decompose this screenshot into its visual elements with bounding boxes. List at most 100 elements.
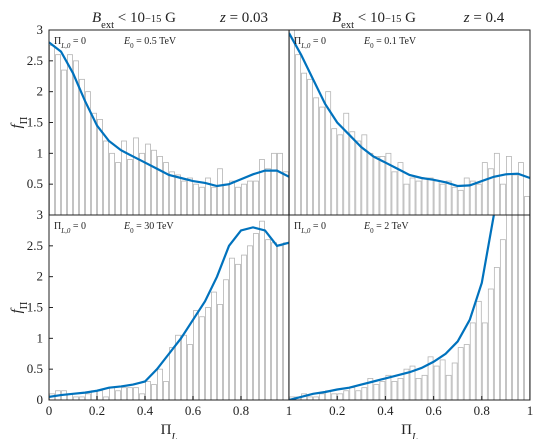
- annotation: E0 = 0.1 TeV: [363, 36, 417, 50]
- bar: [283, 242, 289, 400]
- x-axis-label: ΠL: [161, 422, 178, 439]
- bar: [61, 69, 67, 215]
- bar: [211, 291, 217, 400]
- x-tick-label: 0.6: [185, 403, 202, 418]
- annotation: ΠL,0 = 0: [294, 36, 326, 50]
- bar: [355, 390, 362, 400]
- bar: [115, 162, 121, 215]
- bar: [217, 304, 223, 400]
- bar: [313, 97, 320, 215]
- bar: [199, 186, 205, 215]
- bar: [157, 156, 163, 215]
- bar: [253, 180, 259, 215]
- bar: [475, 300, 482, 400]
- bar: [505, 156, 512, 215]
- text-part: G: [401, 10, 416, 26]
- text-part: Π: [401, 422, 412, 438]
- text-part: −15: [385, 14, 401, 25]
- annotation: ΠL,0 = 0: [54, 36, 86, 50]
- bar: [355, 140, 362, 215]
- x-axis-label: ΠL: [401, 422, 418, 439]
- bar: [169, 347, 175, 400]
- text-part: Π: [294, 36, 301, 47]
- x-tick-label: 1: [527, 403, 534, 418]
- curve: [49, 41, 289, 188]
- bar: [421, 374, 428, 400]
- y-tick-label: 1.5: [27, 300, 43, 315]
- x-tick-label: 0.4: [137, 403, 154, 418]
- bar: [505, 215, 512, 400]
- bar: [524, 215, 530, 400]
- text-part: L,0: [300, 227, 311, 235]
- text-part: = 0: [70, 221, 86, 232]
- bar: [469, 180, 476, 215]
- bar: [133, 137, 139, 215]
- bar: [277, 152, 283, 215]
- bar: [481, 162, 488, 215]
- bar: [457, 347, 464, 400]
- x-tick-label: 0.8: [474, 403, 490, 418]
- bar: [524, 196, 530, 215]
- chart-title: Bext < 10−15 G: [332, 10, 416, 31]
- curve: [289, 32, 530, 188]
- text-part: < 10: [354, 10, 385, 26]
- bar: [139, 393, 145, 400]
- text-part: 0: [370, 227, 374, 235]
- bar: [247, 245, 253, 400]
- bar: [325, 91, 332, 215]
- bar: [67, 54, 73, 215]
- bar: [451, 186, 458, 215]
- plot-area: [289, 30, 530, 215]
- bar: [463, 344, 470, 400]
- y-tick-label: 0.5: [27, 361, 43, 376]
- bar: [187, 177, 193, 215]
- bar: [253, 233, 259, 400]
- annotation: E0 = 30 TeV: [123, 221, 174, 235]
- bar: [307, 78, 314, 215]
- bar: [97, 390, 103, 400]
- bar: [439, 183, 446, 215]
- text-part: L,0: [300, 42, 311, 50]
- x-tick-label: 1: [286, 403, 293, 418]
- bar: [343, 390, 350, 400]
- chart-title: Bext < 10−15 G: [92, 10, 176, 31]
- bar: [109, 387, 115, 400]
- bar: [97, 119, 103, 215]
- bar: [295, 54, 301, 215]
- bar: [127, 159, 133, 215]
- bar: [247, 180, 253, 215]
- bar: [379, 381, 386, 400]
- bar: [265, 168, 271, 215]
- bar: [373, 156, 380, 215]
- bar: [391, 171, 398, 215]
- bar: [175, 334, 181, 400]
- bar: [493, 267, 500, 400]
- y-tick-label: 1.5: [27, 115, 43, 130]
- bar: [115, 390, 121, 400]
- text-part: = 0.5 TeV: [134, 36, 177, 47]
- axes-box: [48, 29, 290, 216]
- bar: [91, 112, 97, 215]
- bar: [175, 174, 181, 215]
- text-part: = 2 TeV: [374, 221, 410, 232]
- plot-area: [49, 220, 289, 400]
- bar: [271, 242, 277, 400]
- y-tick-label: 2: [37, 84, 44, 99]
- bar: [373, 384, 380, 400]
- bar: [55, 54, 61, 215]
- bar: [379, 156, 386, 215]
- axes-box: [48, 214, 290, 401]
- text-part: Π: [54, 36, 61, 47]
- y-tick-label: 0.5: [27, 176, 43, 191]
- bar: [451, 362, 458, 400]
- bar: [349, 387, 356, 400]
- bar: [439, 359, 446, 400]
- bar: [367, 152, 374, 215]
- bar: [73, 60, 79, 215]
- y-tick-label: 2.5: [27, 238, 43, 253]
- bar: [277, 245, 283, 400]
- text-part: = 0.03: [226, 10, 268, 26]
- text-part: E: [123, 221, 130, 232]
- bar: [145, 143, 151, 215]
